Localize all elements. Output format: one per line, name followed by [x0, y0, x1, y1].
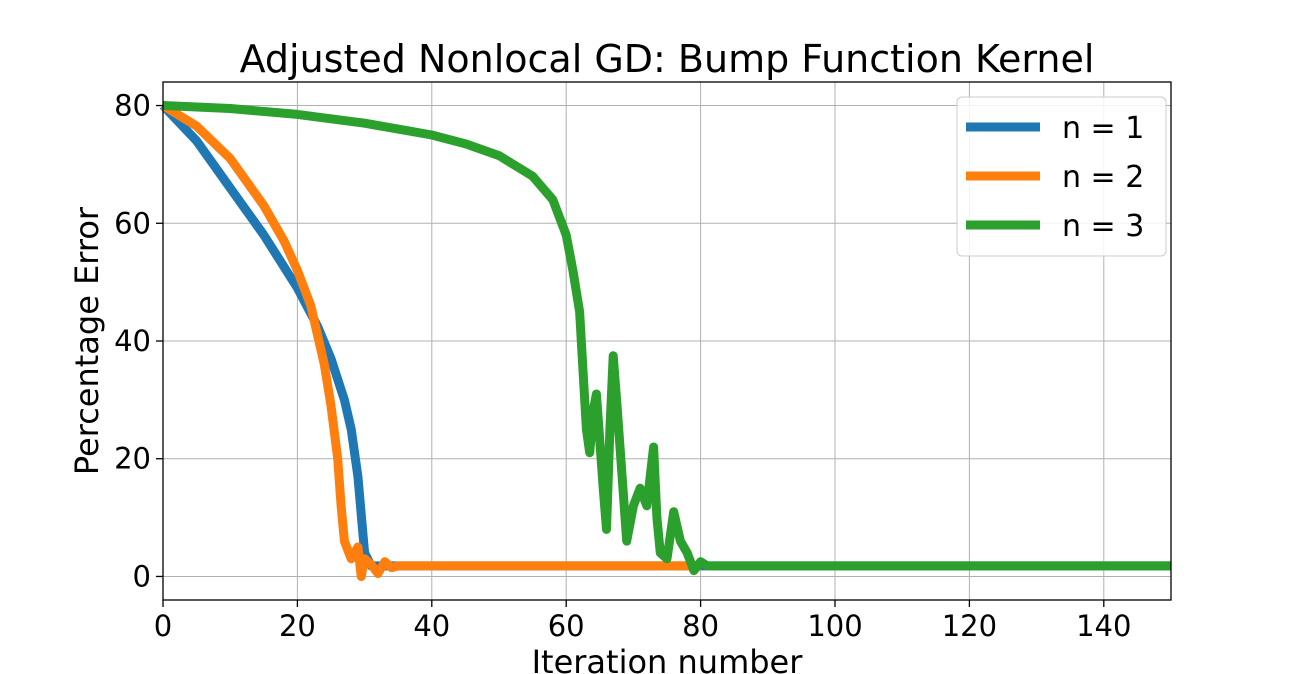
x-tick-label: 100: [807, 609, 862, 643]
y-tick-label: 40: [114, 324, 151, 358]
y-axis-label: Percentage Error: [68, 206, 106, 475]
y-tick-label: 0: [133, 559, 151, 593]
legend-label-n-3: n = 3: [1062, 209, 1144, 244]
y-tick-label: 80: [114, 89, 151, 123]
legend-label-n-2: n = 2: [1062, 160, 1144, 195]
y-tick-label: 60: [114, 206, 151, 240]
x-tick-label: 120: [942, 609, 997, 643]
legend: n = 1 n = 2 n = 3: [957, 97, 1166, 256]
x-tick-label: 80: [682, 609, 719, 643]
y-tick-label: 20: [114, 442, 151, 476]
x-axis-ticks: 0 20 40 60 80 100 120 140: [154, 600, 1132, 643]
x-tick-label: 40: [413, 609, 450, 643]
chart-title: Adjusted Nonlocal GD: Bump Function Kern…: [240, 37, 1095, 81]
x-tick-label: 20: [279, 609, 316, 643]
y-axis-ticks: 0 20 40 60 80: [114, 89, 163, 594]
x-tick-label: 60: [548, 609, 585, 643]
x-axis-label: Iteration number: [532, 643, 804, 674]
x-tick-label: 0: [154, 609, 172, 643]
legend-label-n-1: n = 1: [1062, 111, 1144, 146]
x-tick-label: 140: [1076, 609, 1131, 643]
